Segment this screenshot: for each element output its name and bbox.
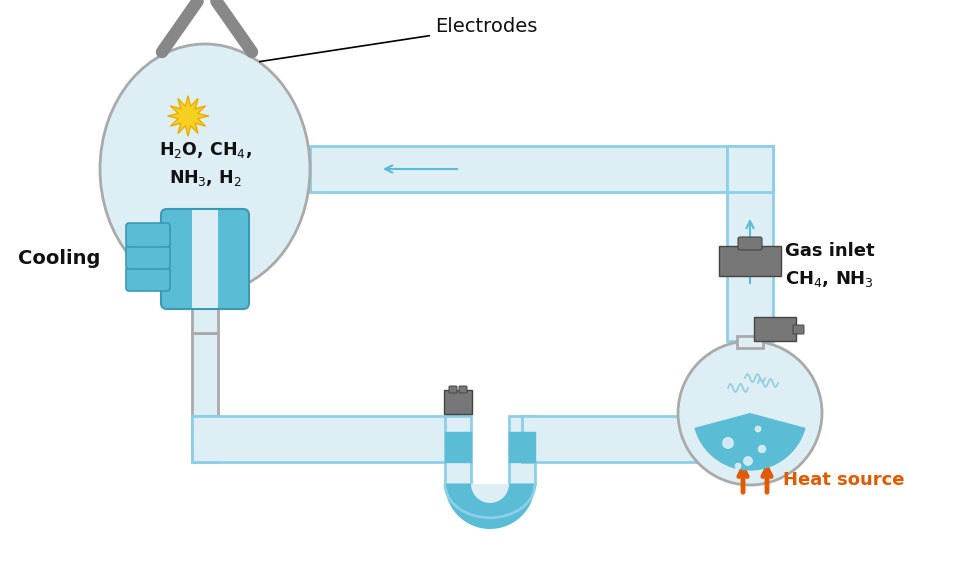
Wedge shape	[471, 484, 509, 503]
FancyBboxPatch shape	[192, 294, 218, 333]
FancyBboxPatch shape	[444, 390, 472, 414]
Circle shape	[722, 437, 734, 448]
FancyBboxPatch shape	[727, 146, 773, 192]
FancyBboxPatch shape	[793, 325, 804, 334]
FancyBboxPatch shape	[738, 237, 762, 250]
Polygon shape	[168, 96, 208, 136]
FancyBboxPatch shape	[737, 336, 763, 348]
Text: Heat source: Heat source	[783, 471, 905, 489]
FancyBboxPatch shape	[445, 416, 471, 484]
FancyBboxPatch shape	[161, 209, 249, 309]
FancyBboxPatch shape	[126, 267, 170, 291]
Circle shape	[744, 456, 752, 465]
Ellipse shape	[100, 44, 310, 294]
Circle shape	[758, 445, 766, 453]
Circle shape	[735, 463, 741, 469]
Wedge shape	[694, 413, 805, 471]
FancyBboxPatch shape	[192, 333, 218, 416]
Text: Cooling: Cooling	[18, 250, 101, 268]
Wedge shape	[445, 484, 535, 529]
FancyBboxPatch shape	[126, 223, 170, 247]
FancyBboxPatch shape	[522, 416, 773, 462]
FancyBboxPatch shape	[727, 146, 773, 341]
Circle shape	[755, 426, 761, 432]
FancyBboxPatch shape	[727, 416, 773, 462]
Circle shape	[678, 341, 822, 485]
FancyBboxPatch shape	[449, 386, 457, 393]
FancyBboxPatch shape	[719, 246, 781, 276]
FancyBboxPatch shape	[310, 146, 773, 192]
Text: CH$_4$, NH$_3$: CH$_4$, NH$_3$	[785, 269, 874, 289]
FancyBboxPatch shape	[459, 386, 467, 393]
FancyBboxPatch shape	[754, 317, 796, 341]
Text: H$_2$O, CH$_4$,
NH$_3$, H$_2$: H$_2$O, CH$_4$, NH$_3$, H$_2$	[158, 140, 252, 188]
Text: Gas inlet: Gas inlet	[785, 242, 874, 260]
FancyBboxPatch shape	[192, 416, 218, 462]
FancyBboxPatch shape	[192, 210, 218, 308]
Text: Electrodes: Electrodes	[260, 18, 538, 62]
FancyBboxPatch shape	[192, 416, 458, 462]
FancyBboxPatch shape	[126, 245, 170, 269]
FancyBboxPatch shape	[509, 416, 535, 484]
